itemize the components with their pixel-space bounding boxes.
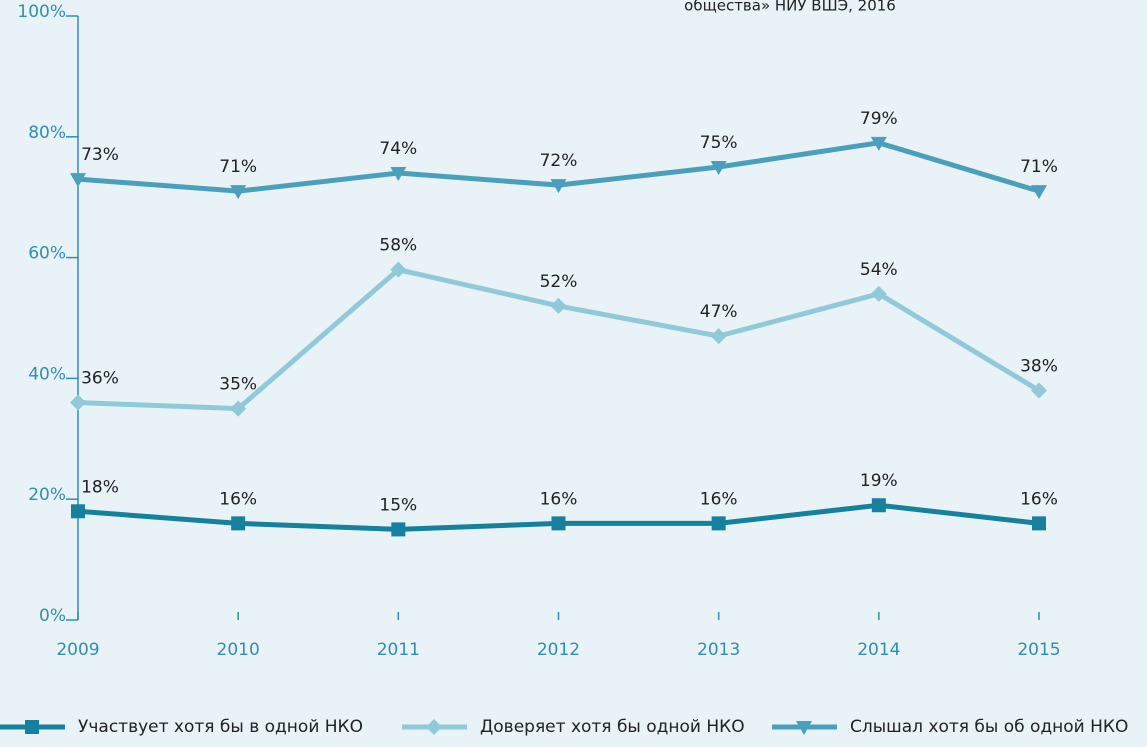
point-marker — [390, 261, 407, 278]
point-marker — [710, 328, 727, 345]
point-marker — [231, 516, 246, 531]
point-marker — [870, 136, 887, 151]
legend-label: Слышал хотя бы об одной НКО — [850, 717, 1128, 737]
data-label: 58% — [379, 236, 417, 256]
data-label: 18% — [81, 477, 119, 497]
x-tick-label: 2011 — [377, 640, 420, 660]
y-tick-label: 100% — [17, 2, 66, 22]
data-label: 16% — [540, 489, 578, 509]
y-tick-label: 40% — [28, 364, 66, 384]
legend-marker — [796, 721, 812, 735]
data-label: 16% — [1020, 489, 1058, 509]
point-marker — [70, 173, 86, 188]
data-label: 16% — [700, 489, 738, 509]
point-marker — [551, 516, 566, 531]
legend-marker — [426, 719, 442, 735]
data-label: 79% — [860, 109, 898, 129]
point-marker — [711, 516, 726, 531]
legend-marker — [25, 720, 39, 734]
data-label: 52% — [540, 272, 578, 292]
x-tick-label: 2009 — [56, 640, 99, 660]
x-tick-label: 2015 — [1017, 640, 1060, 660]
point-marker — [710, 161, 727, 175]
data-label: 71% — [1020, 157, 1058, 177]
x-tick-label: 2012 — [537, 640, 580, 660]
y-tick-label: 60% — [28, 244, 66, 264]
data-label: 73% — [81, 145, 119, 165]
point-marker — [390, 167, 407, 182]
y-tick-label: 0% — [39, 606, 66, 626]
data-label: 35% — [219, 375, 257, 395]
data-label: 75% — [700, 133, 738, 153]
annotation: общества» НИУ ВШЭ, 2016 — [684, 0, 896, 15]
point-marker — [391, 522, 406, 537]
x-tick-label: 2014 — [857, 640, 900, 660]
y-tick-label: 20% — [28, 485, 66, 505]
y-tick-label: 80% — [28, 123, 66, 143]
data-label: 74% — [379, 139, 417, 159]
data-label: 71% — [219, 157, 257, 177]
data-label: 15% — [379, 495, 417, 515]
point-marker — [871, 498, 886, 513]
point-marker — [1032, 516, 1046, 531]
data-label: 19% — [860, 471, 898, 491]
point-marker — [1031, 185, 1047, 200]
data-label: 16% — [219, 489, 257, 509]
data-label: 36% — [81, 369, 119, 389]
legend-label: Доверяет хотя бы одной НКО — [480, 717, 745, 737]
point-marker — [71, 504, 85, 519]
data-label: 72% — [540, 151, 578, 171]
point-marker — [230, 400, 247, 417]
point-marker — [230, 185, 247, 200]
point-marker — [70, 394, 86, 411]
x-tick-label: 2010 — [217, 640, 260, 660]
point-marker — [550, 179, 567, 194]
point-marker — [870, 285, 887, 302]
data-label: 47% — [700, 302, 738, 322]
legend-label: Участвует хотя бы в одной НКО — [78, 717, 363, 737]
x-tick-label: 2013 — [697, 640, 740, 660]
point-marker — [1031, 382, 1047, 399]
data-label: 38% — [1020, 356, 1058, 376]
data-label: 54% — [860, 260, 898, 280]
point-marker — [550, 297, 567, 314]
